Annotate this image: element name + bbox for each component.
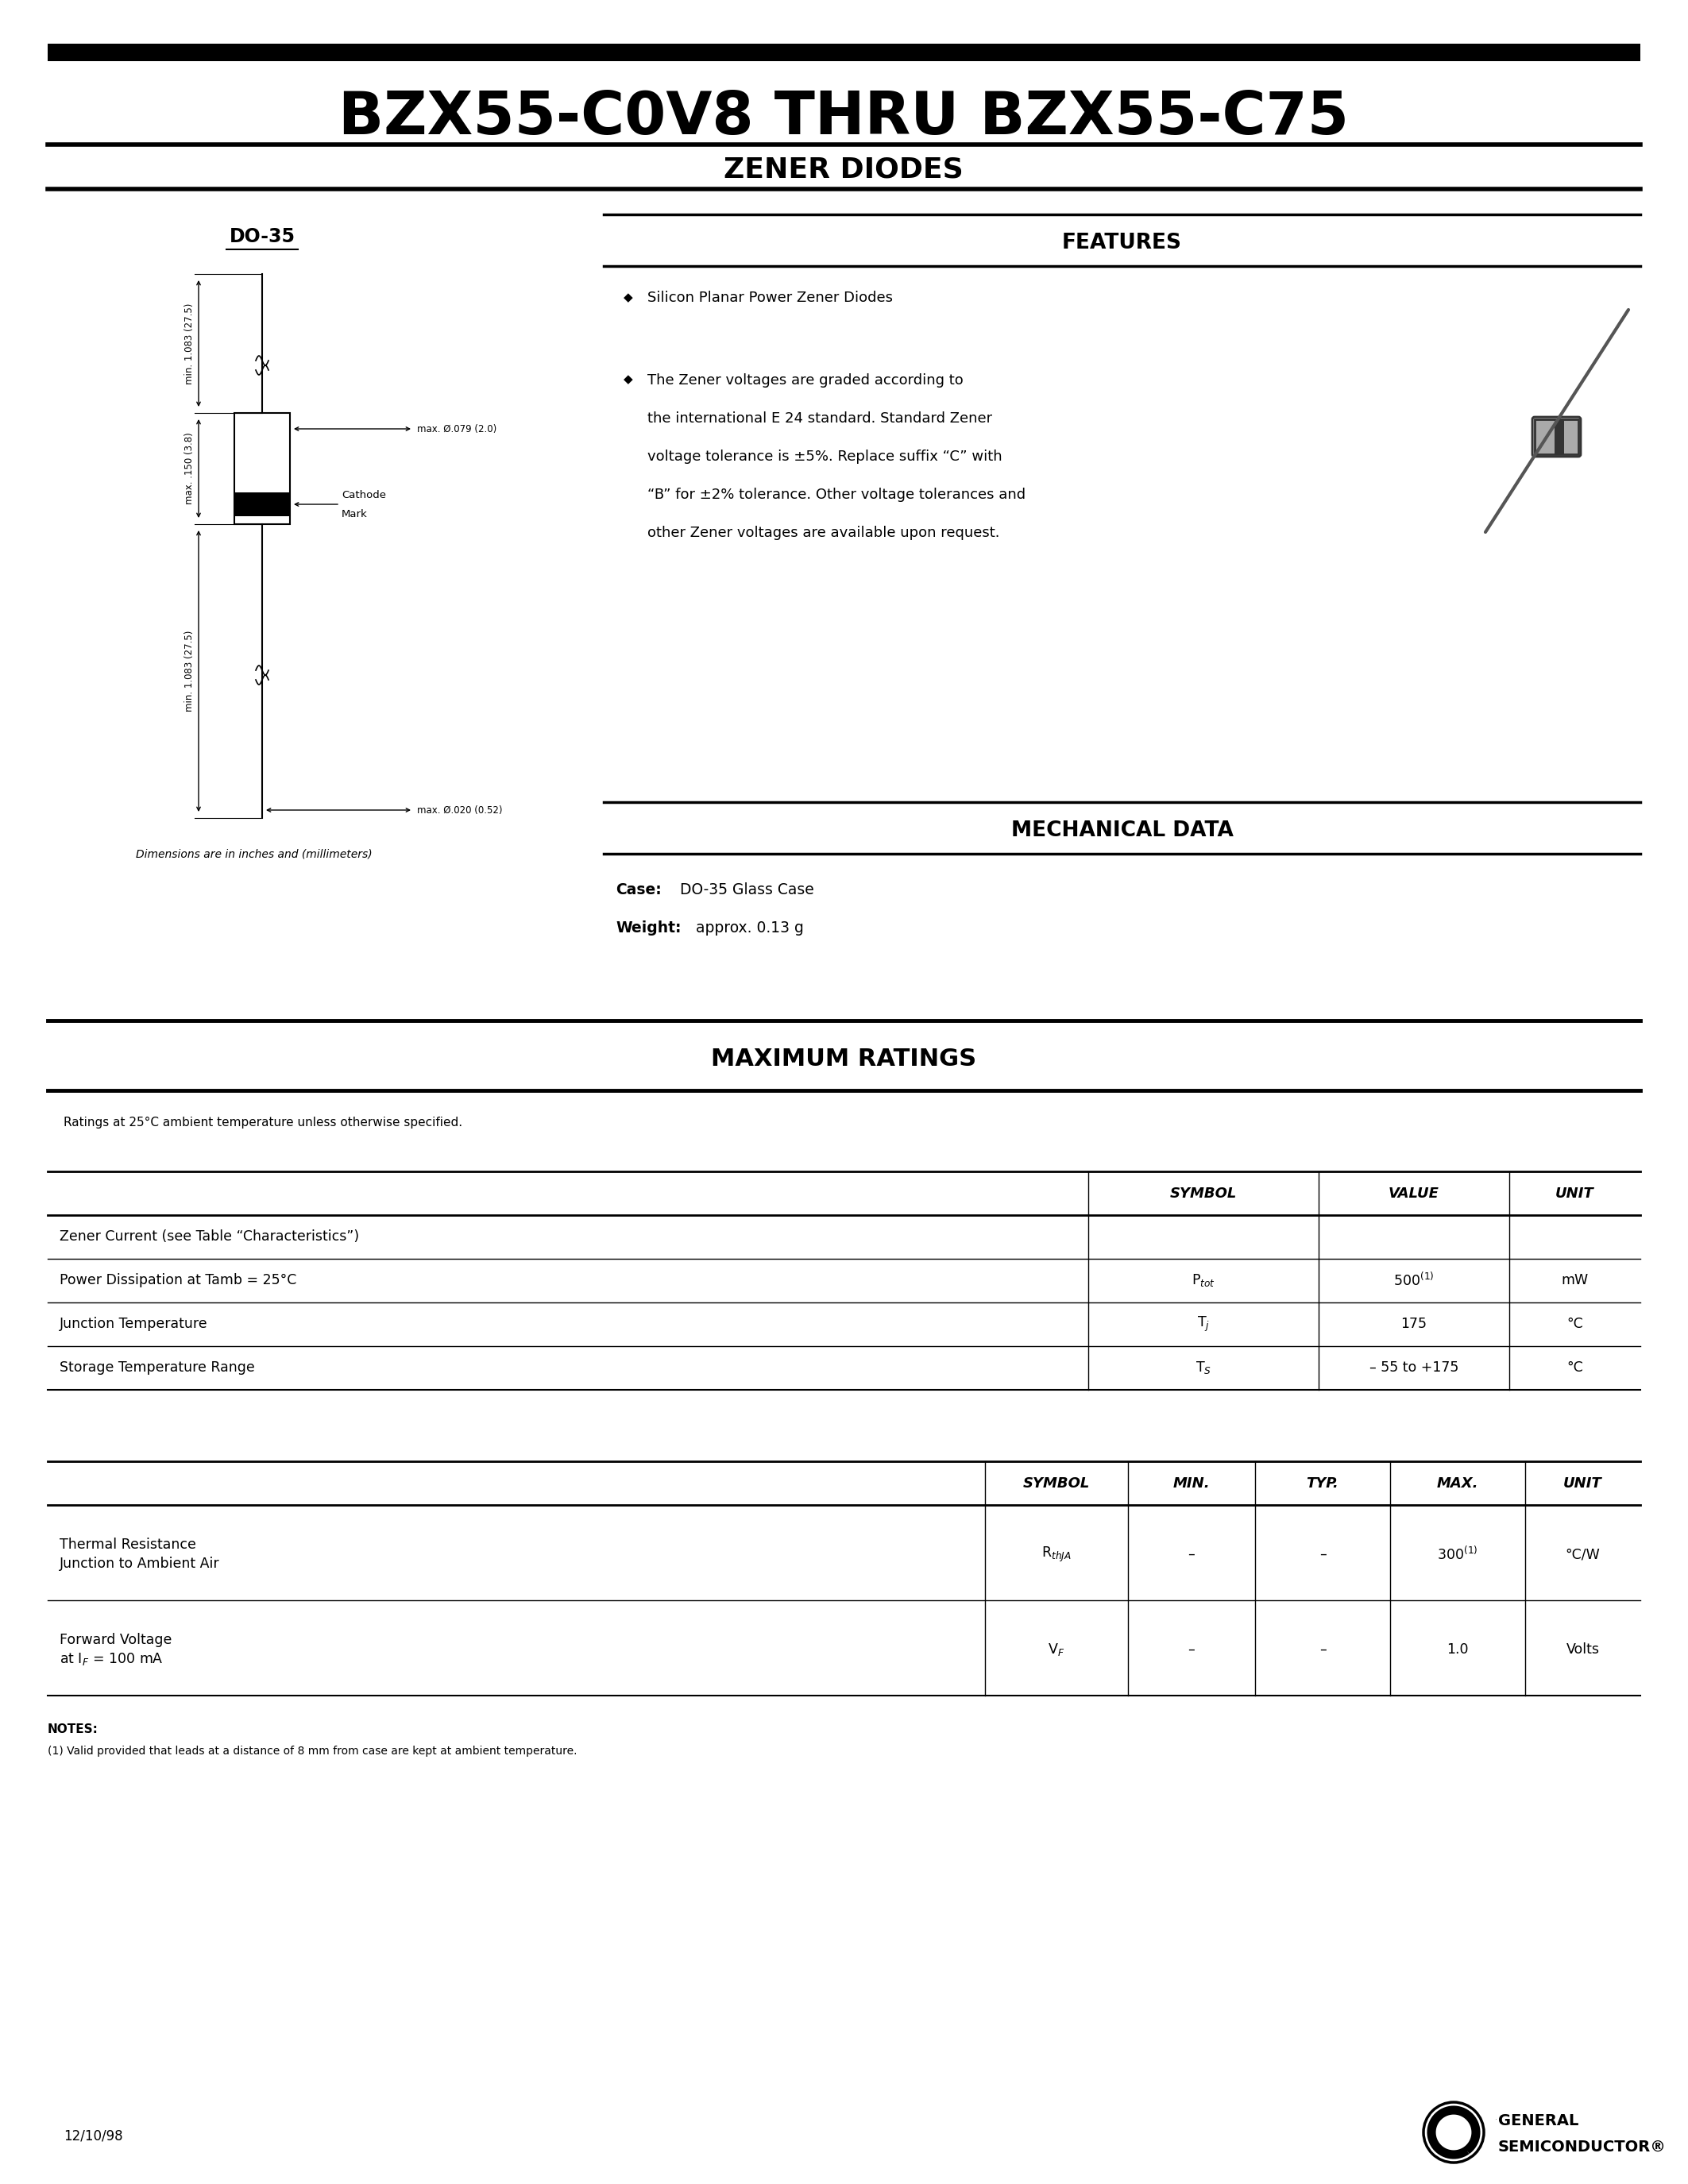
- Text: °C: °C: [1566, 1361, 1583, 1374]
- Text: NOTES:: NOTES:: [47, 1723, 98, 1736]
- Text: min. 1.083 (27.5): min. 1.083 (27.5): [184, 631, 194, 712]
- Bar: [1534, 419, 1578, 454]
- Text: Thermal Resistance: Thermal Resistance: [59, 1538, 196, 1553]
- Text: 500$^{(1)}$: 500$^{(1)}$: [1394, 1271, 1435, 1289]
- Text: Forward Voltage: Forward Voltage: [59, 1634, 172, 1647]
- Text: 12/10/98: 12/10/98: [64, 2129, 123, 2143]
- FancyBboxPatch shape: [1533, 417, 1580, 456]
- Text: Ratings at 25°C ambient temperature unless otherwise specified.: Ratings at 25°C ambient temperature unle…: [64, 1116, 463, 1129]
- Text: °C/W: °C/W: [1565, 1546, 1600, 1562]
- Text: “B” for ±2% tolerance. Other voltage tolerances and: “B” for ±2% tolerance. Other voltage tol…: [648, 487, 1026, 502]
- Text: GENERAL: GENERAL: [1499, 2114, 1578, 2129]
- Text: P$_{tot}$: P$_{tot}$: [1192, 1273, 1215, 1289]
- Text: The Zener voltages are graded according to: The Zener voltages are graded according …: [648, 373, 964, 387]
- Text: approx. 0.13 g: approx. 0.13 g: [690, 919, 803, 935]
- Text: Cathode: Cathode: [341, 489, 387, 500]
- Text: SEMICONDUCTOR®: SEMICONDUCTOR®: [1499, 2138, 1666, 2153]
- Text: Volts: Volts: [1566, 1642, 1600, 1658]
- Text: –: –: [1188, 1546, 1195, 1562]
- Text: 175: 175: [1401, 1317, 1426, 1330]
- Text: Power Dissipation at Tamb = 25°C: Power Dissipation at Tamb = 25°C: [59, 1273, 297, 1286]
- Text: DO-35: DO-35: [230, 227, 295, 247]
- Text: T$_S$: T$_S$: [1195, 1361, 1212, 1376]
- Text: 1.0: 1.0: [1447, 1642, 1469, 1658]
- Text: FEATURES: FEATURES: [1062, 234, 1182, 253]
- Text: max. Ø.079 (2.0): max. Ø.079 (2.0): [417, 424, 496, 435]
- Text: MAXIMUM RATINGS: MAXIMUM RATINGS: [711, 1046, 976, 1070]
- Text: Junction to Ambient Air: Junction to Ambient Air: [59, 1557, 219, 1570]
- Text: SYMBOL: SYMBOL: [1023, 1476, 1090, 1492]
- Text: ◆: ◆: [623, 293, 633, 304]
- Text: –: –: [1188, 1642, 1195, 1658]
- Text: max. .150 (3.8): max. .150 (3.8): [184, 432, 194, 505]
- Text: MAX.: MAX.: [1436, 1476, 1479, 1492]
- Text: mW: mW: [1561, 1273, 1588, 1286]
- Text: Dimensions are in inches and (millimeters): Dimensions are in inches and (millimeter…: [137, 847, 373, 858]
- Text: TYP.: TYP.: [1307, 1476, 1339, 1492]
- Text: V$_F$: V$_F$: [1048, 1642, 1065, 1658]
- Bar: [1555, 419, 1565, 454]
- Text: –: –: [1318, 1546, 1327, 1562]
- Text: ZENER DIODES: ZENER DIODES: [724, 155, 964, 183]
- Text: min. 1.083 (27.5): min. 1.083 (27.5): [184, 304, 194, 384]
- Text: Storage Temperature Range: Storage Temperature Range: [59, 1361, 255, 1374]
- Text: BZX55-C0V8 THRU BZX55-C75: BZX55-C0V8 THRU BZX55-C75: [338, 90, 1349, 146]
- Bar: [235, 413, 290, 524]
- Text: °C: °C: [1566, 1317, 1583, 1330]
- Text: Junction Temperature: Junction Temperature: [59, 1317, 208, 1330]
- Text: MECHANICAL DATA: MECHANICAL DATA: [1011, 821, 1234, 841]
- Text: Mark: Mark: [341, 509, 368, 520]
- Text: 300$^{(1)}$: 300$^{(1)}$: [1436, 1546, 1479, 1562]
- Text: – 55 to +175: – 55 to +175: [1369, 1361, 1458, 1374]
- Text: ◆: ◆: [623, 373, 633, 384]
- Text: Case:: Case:: [616, 882, 662, 898]
- Text: DO-35 Glass Case: DO-35 Glass Case: [675, 882, 814, 898]
- Text: Silicon Planar Power Zener Diodes: Silicon Planar Power Zener Diodes: [648, 290, 893, 306]
- Text: at I$_F$ = 100 mA: at I$_F$ = 100 mA: [59, 1651, 164, 1666]
- Text: UNIT: UNIT: [1555, 1186, 1593, 1201]
- Text: other Zener voltages are available upon request.: other Zener voltages are available upon …: [648, 526, 999, 539]
- Text: SYMBOL: SYMBOL: [1170, 1186, 1237, 1201]
- Text: T$_{j}$: T$_{j}$: [1197, 1315, 1210, 1332]
- Bar: [235, 491, 290, 515]
- Text: UNIT: UNIT: [1563, 1476, 1602, 1492]
- Text: Zener Current (see Table “Characteristics”): Zener Current (see Table “Characteristic…: [59, 1230, 360, 1243]
- Text: voltage tolerance is ±5%. Replace suffix “C” with: voltage tolerance is ±5%. Replace suffix…: [648, 450, 1003, 463]
- Text: Weight:: Weight:: [616, 919, 682, 935]
- Text: max. Ø.020 (0.52): max. Ø.020 (0.52): [417, 806, 503, 815]
- Text: MIN.: MIN.: [1173, 1476, 1210, 1492]
- Text: R$_{thJA}$: R$_{thJA}$: [1041, 1544, 1072, 1564]
- Text: –: –: [1318, 1642, 1327, 1658]
- Text: VALUE: VALUE: [1389, 1186, 1440, 1201]
- Text: (1) Valid provided that leads at a distance of 8 mm from case are kept at ambien: (1) Valid provided that leads at a dista…: [47, 1745, 577, 1756]
- Text: the international E 24 standard. Standard Zener: the international E 24 standard. Standar…: [648, 411, 993, 426]
- Bar: [47, 44, 1641, 61]
